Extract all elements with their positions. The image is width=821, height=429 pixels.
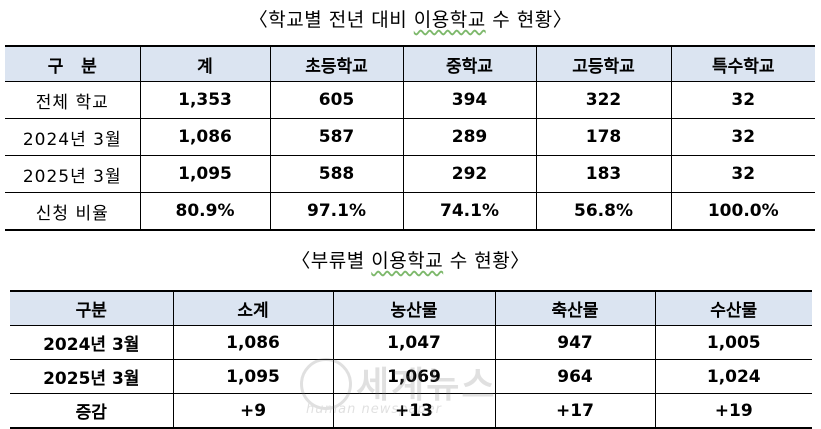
title-suffix: 수 현황〉 xyxy=(485,9,573,31)
header-cell: 중학교 xyxy=(402,46,536,82)
table-cell: 1,086 xyxy=(172,325,333,360)
table-cell: 1,005 xyxy=(654,325,812,360)
table-cell: 394 xyxy=(402,81,536,119)
category-comparison-table: 구분 소계 농산물 축산물 수산물 2024년 3월 1,086 1,047 9… xyxy=(10,290,812,429)
table-header-row: 구분 소계 농산물 축산물 수산물 xyxy=(10,291,812,326)
table-cell: 80.9% xyxy=(139,192,270,230)
header-cell: 구 분 xyxy=(5,46,140,82)
table-cell: 100.0% xyxy=(670,192,815,230)
header-cell: 소계 xyxy=(172,291,333,326)
table-row: 전체 학교 1,353 605 394 322 32 xyxy=(5,81,815,119)
header-cell: 특수학교 xyxy=(670,46,815,82)
title-suffix: 수 현황〉 xyxy=(443,250,530,272)
table-cell: +13 xyxy=(332,393,495,428)
header-cell: 축산물 xyxy=(494,291,655,326)
row-label: 전체 학교 xyxy=(5,81,140,119)
table-cell: +19 xyxy=(654,393,812,428)
table-cell: 292 xyxy=(402,155,536,193)
table-cell: 1,095 xyxy=(139,155,270,193)
title-category-comparison: 〈부류별 이용학교 수 현황〉 xyxy=(0,246,821,273)
table-cell: 1,069 xyxy=(332,359,495,394)
header-cell: 구분 xyxy=(10,291,173,326)
table-cell: 1,024 xyxy=(654,359,812,394)
header-cell: 초등학교 xyxy=(269,46,403,82)
table-cell: 178 xyxy=(535,118,671,156)
row-label: 2024년 3월 xyxy=(5,118,140,156)
table-row: 2024년 3월 1,086 587 289 178 32 xyxy=(5,118,815,156)
title-wavy-word: 이용학교 xyxy=(413,9,486,31)
table-cell: 588 xyxy=(269,155,403,193)
table-row: 2024년 3월 1,086 1,047 947 1,005 xyxy=(10,325,812,360)
school-comparison-table: 구 분 계 초등학교 중학교 고등학교 특수학교 전체 학교 1,353 605… xyxy=(5,45,815,231)
row-label: 2024년 3월 xyxy=(10,325,173,360)
table-cell: 32 xyxy=(670,118,815,156)
table-header-row: 구 분 계 초등학교 중학교 고등학교 특수학교 xyxy=(5,46,815,82)
title-wavy-word: 이용학교 xyxy=(371,250,444,272)
header-cell: 계 xyxy=(139,46,270,82)
table-cell: +9 xyxy=(172,393,333,428)
table-cell: 56.8% xyxy=(535,192,671,230)
table-row: 2025년 3월 1,095 588 292 183 32 xyxy=(5,155,815,193)
title-prefix: 〈부류별 xyxy=(291,250,372,272)
table-cell: 32 xyxy=(670,81,815,119)
row-label: 2025년 3월 xyxy=(10,359,173,394)
row-label: 신청 비율 xyxy=(5,192,140,230)
row-label: 2025년 3월 xyxy=(5,155,140,193)
title-school-comparison: 〈학교별 전년 대비 이용학교 수 현황〉 xyxy=(0,5,821,32)
table-row: 증감 +9 +13 +17 +19 xyxy=(10,393,812,428)
table-cell: 1,095 xyxy=(172,359,333,394)
title-prefix: 〈학교별 전년 대비 xyxy=(248,9,414,31)
table-cell: 1,353 xyxy=(139,81,270,119)
table-cell: 322 xyxy=(535,81,671,119)
table-cell: 289 xyxy=(402,118,536,156)
table-cell: 587 xyxy=(269,118,403,156)
table-cell: 183 xyxy=(535,155,671,193)
table-cell: 947 xyxy=(494,325,655,360)
table-cell: 964 xyxy=(494,359,655,394)
table-row: 2025년 3월 1,095 1,069 964 1,024 xyxy=(10,359,812,394)
table-row: 신청 비율 80.9% 97.1% 74.1% 56.8% 100.0% xyxy=(5,192,815,230)
table-cell: 74.1% xyxy=(402,192,536,230)
table-cell: 32 xyxy=(670,155,815,193)
table-cell: 97.1% xyxy=(269,192,403,230)
table-cell: 605 xyxy=(269,81,403,119)
header-cell: 농산물 xyxy=(332,291,495,326)
header-cell: 고등학교 xyxy=(535,46,671,82)
header-cell: 수산물 xyxy=(654,291,812,326)
table-cell: +17 xyxy=(494,393,655,428)
table-cell: 1,047 xyxy=(332,325,495,360)
row-label: 증감 xyxy=(10,393,173,428)
table-cell: 1,086 xyxy=(139,118,270,156)
